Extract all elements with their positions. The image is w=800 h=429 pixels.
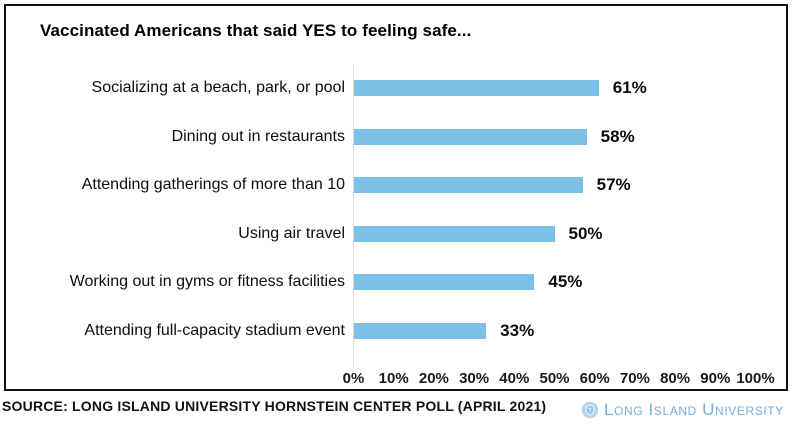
x-axis-tick: 50%: [539, 370, 570, 387]
liu-logo: Long Island University: [581, 399, 784, 421]
x-axis-tick: 0%: [342, 370, 365, 387]
x-axis-tick: 10%: [378, 370, 409, 387]
x-axis-tick: 60%: [579, 370, 610, 387]
chart-title: Vaccinated Americans that said YES to fe…: [40, 21, 472, 40]
x-axis-tick: 20%: [418, 370, 449, 387]
bar: [353, 323, 487, 339]
x-axis-tick: 30%: [459, 370, 490, 387]
category-label: Dining out in restaurants: [171, 127, 345, 145]
value-label: 61%: [612, 78, 647, 97]
bar: [353, 225, 555, 242]
x-axis-tick: 70%: [619, 370, 650, 387]
bar: [353, 128, 587, 145]
category-label: Attending gatherings of more than 10: [81, 176, 345, 194]
y-axis-line: [353, 64, 354, 367]
value-label: 50%: [568, 223, 603, 243]
x-axis-tick: 40%: [499, 370, 530, 387]
value-label: 33%: [500, 321, 535, 340]
value-label: 57%: [596, 175, 631, 195]
shield-icon: [581, 401, 599, 419]
category-label: Attending full-capacity stadium event: [84, 322, 345, 339]
bar: [353, 177, 583, 194]
x-axis-tick: 100%: [736, 370, 775, 387]
value-label: 58%: [600, 126, 635, 146]
category-label: Using air travel: [238, 224, 345, 242]
x-axis-tick: 90%: [700, 370, 731, 387]
bar: [353, 274, 535, 291]
bar: [353, 80, 599, 96]
x-axis-tick: 80%: [660, 370, 691, 387]
category-label: Working out in gyms or fitness facilitie…: [69, 273, 345, 291]
value-label: 45%: [548, 272, 583, 292]
source-attribution: SOURCE: LONG ISLAND UNIVERSITY HORNSTEIN…: [2, 398, 547, 414]
liu-logo-text: Long Island University: [604, 400, 784, 419]
category-label: Socializing at a beach, park, or pool: [91, 79, 345, 96]
